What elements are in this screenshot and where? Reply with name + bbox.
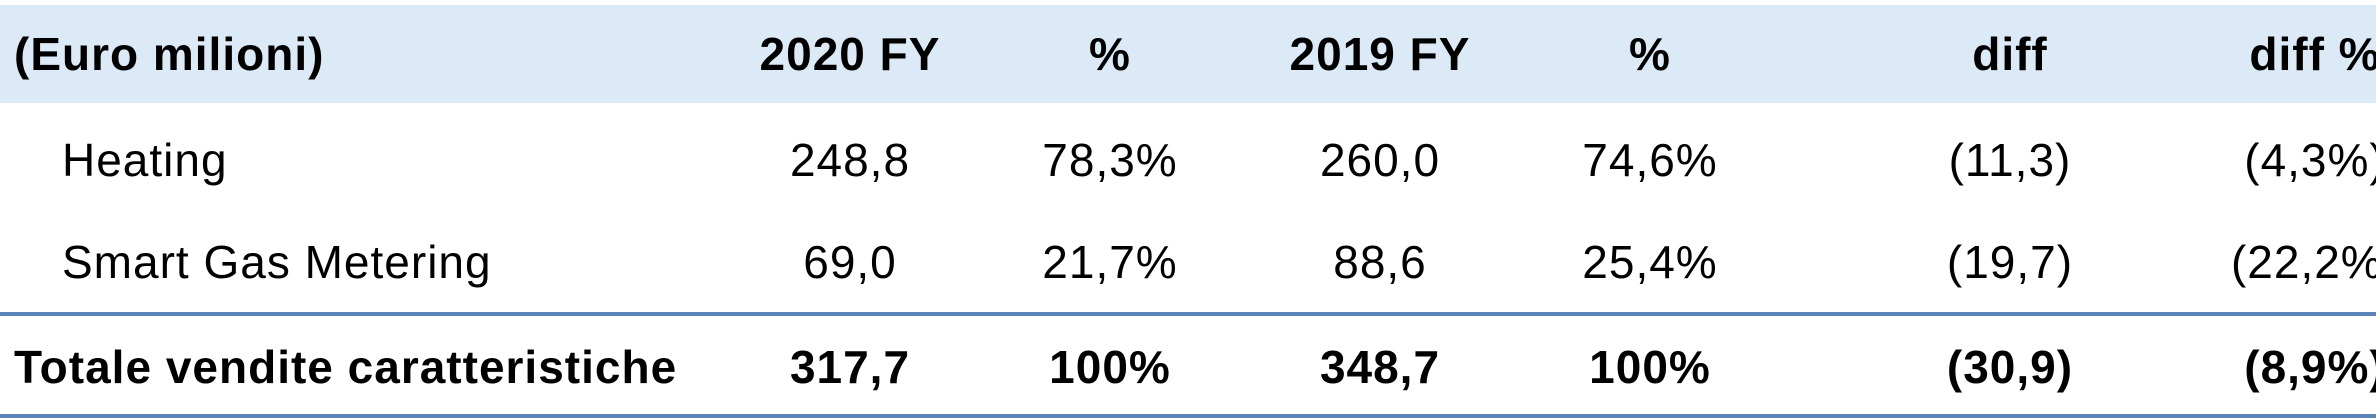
total-value-2020: 317,7: [789, 341, 911, 393]
total-label: Totale vendite caratteristiche: [14, 341, 678, 393]
table-header-row: (Euro milioni) 2020 FY % 2019 FY % diff …: [0, 5, 2376, 103]
header-diff-pct: diff %: [2249, 28, 2376, 80]
row-label: Heating: [62, 134, 228, 186]
total-pct-2020: 100%: [1049, 341, 1171, 393]
row-value-2019: 88,6: [1333, 236, 1427, 288]
row-diff-pct: (22,2%): [2230, 236, 2376, 288]
header-2019-fy: 2019 FY: [1289, 28, 1471, 80]
row-label: Smart Gas Metering: [62, 236, 492, 288]
total-diff-pct: (8,9%): [2244, 341, 2376, 393]
row-pct-2020: 21,7%: [1042, 236, 1178, 288]
total-value-2019: 348,7: [1319, 341, 1441, 393]
table-row: Smart Gas Metering 69,0 21,7% 88,6 25,4%…: [0, 212, 2376, 312]
table-total-row: Totale vendite caratteristiche 317,7 100…: [0, 318, 2376, 416]
row-diff: (19,7): [1946, 236, 2074, 288]
header-diff: diff: [1972, 28, 2048, 80]
row-value-2019: 260,0: [1319, 134, 1441, 186]
row-pct-2019: 74,6%: [1582, 134, 1718, 186]
total-pct-2019: 100%: [1589, 341, 1711, 393]
header-2020-fy: 2020 FY: [759, 28, 941, 80]
header-label: (Euro milioni): [14, 28, 325, 80]
row-diff: (11,3): [1948, 134, 2072, 186]
total-diff: (30,9): [1946, 341, 2074, 393]
row-diff-pct: (4,3%): [2244, 134, 2376, 186]
header-pct-2020: %: [1089, 28, 1131, 80]
row-value-2020: 69,0: [803, 236, 897, 288]
row-pct-2020: 78,3%: [1042, 134, 1178, 186]
row-pct-2019: 25,4%: [1582, 236, 1718, 288]
header-pct-2019: %: [1629, 28, 1671, 80]
table-divider: [0, 312, 2376, 316]
row-value-2020: 248,8: [789, 134, 911, 186]
table-row: Heating 248,8 78,3% 260,0 74,6% (11,3) (…: [0, 110, 2376, 210]
table-bottom-border: [0, 414, 2376, 418]
